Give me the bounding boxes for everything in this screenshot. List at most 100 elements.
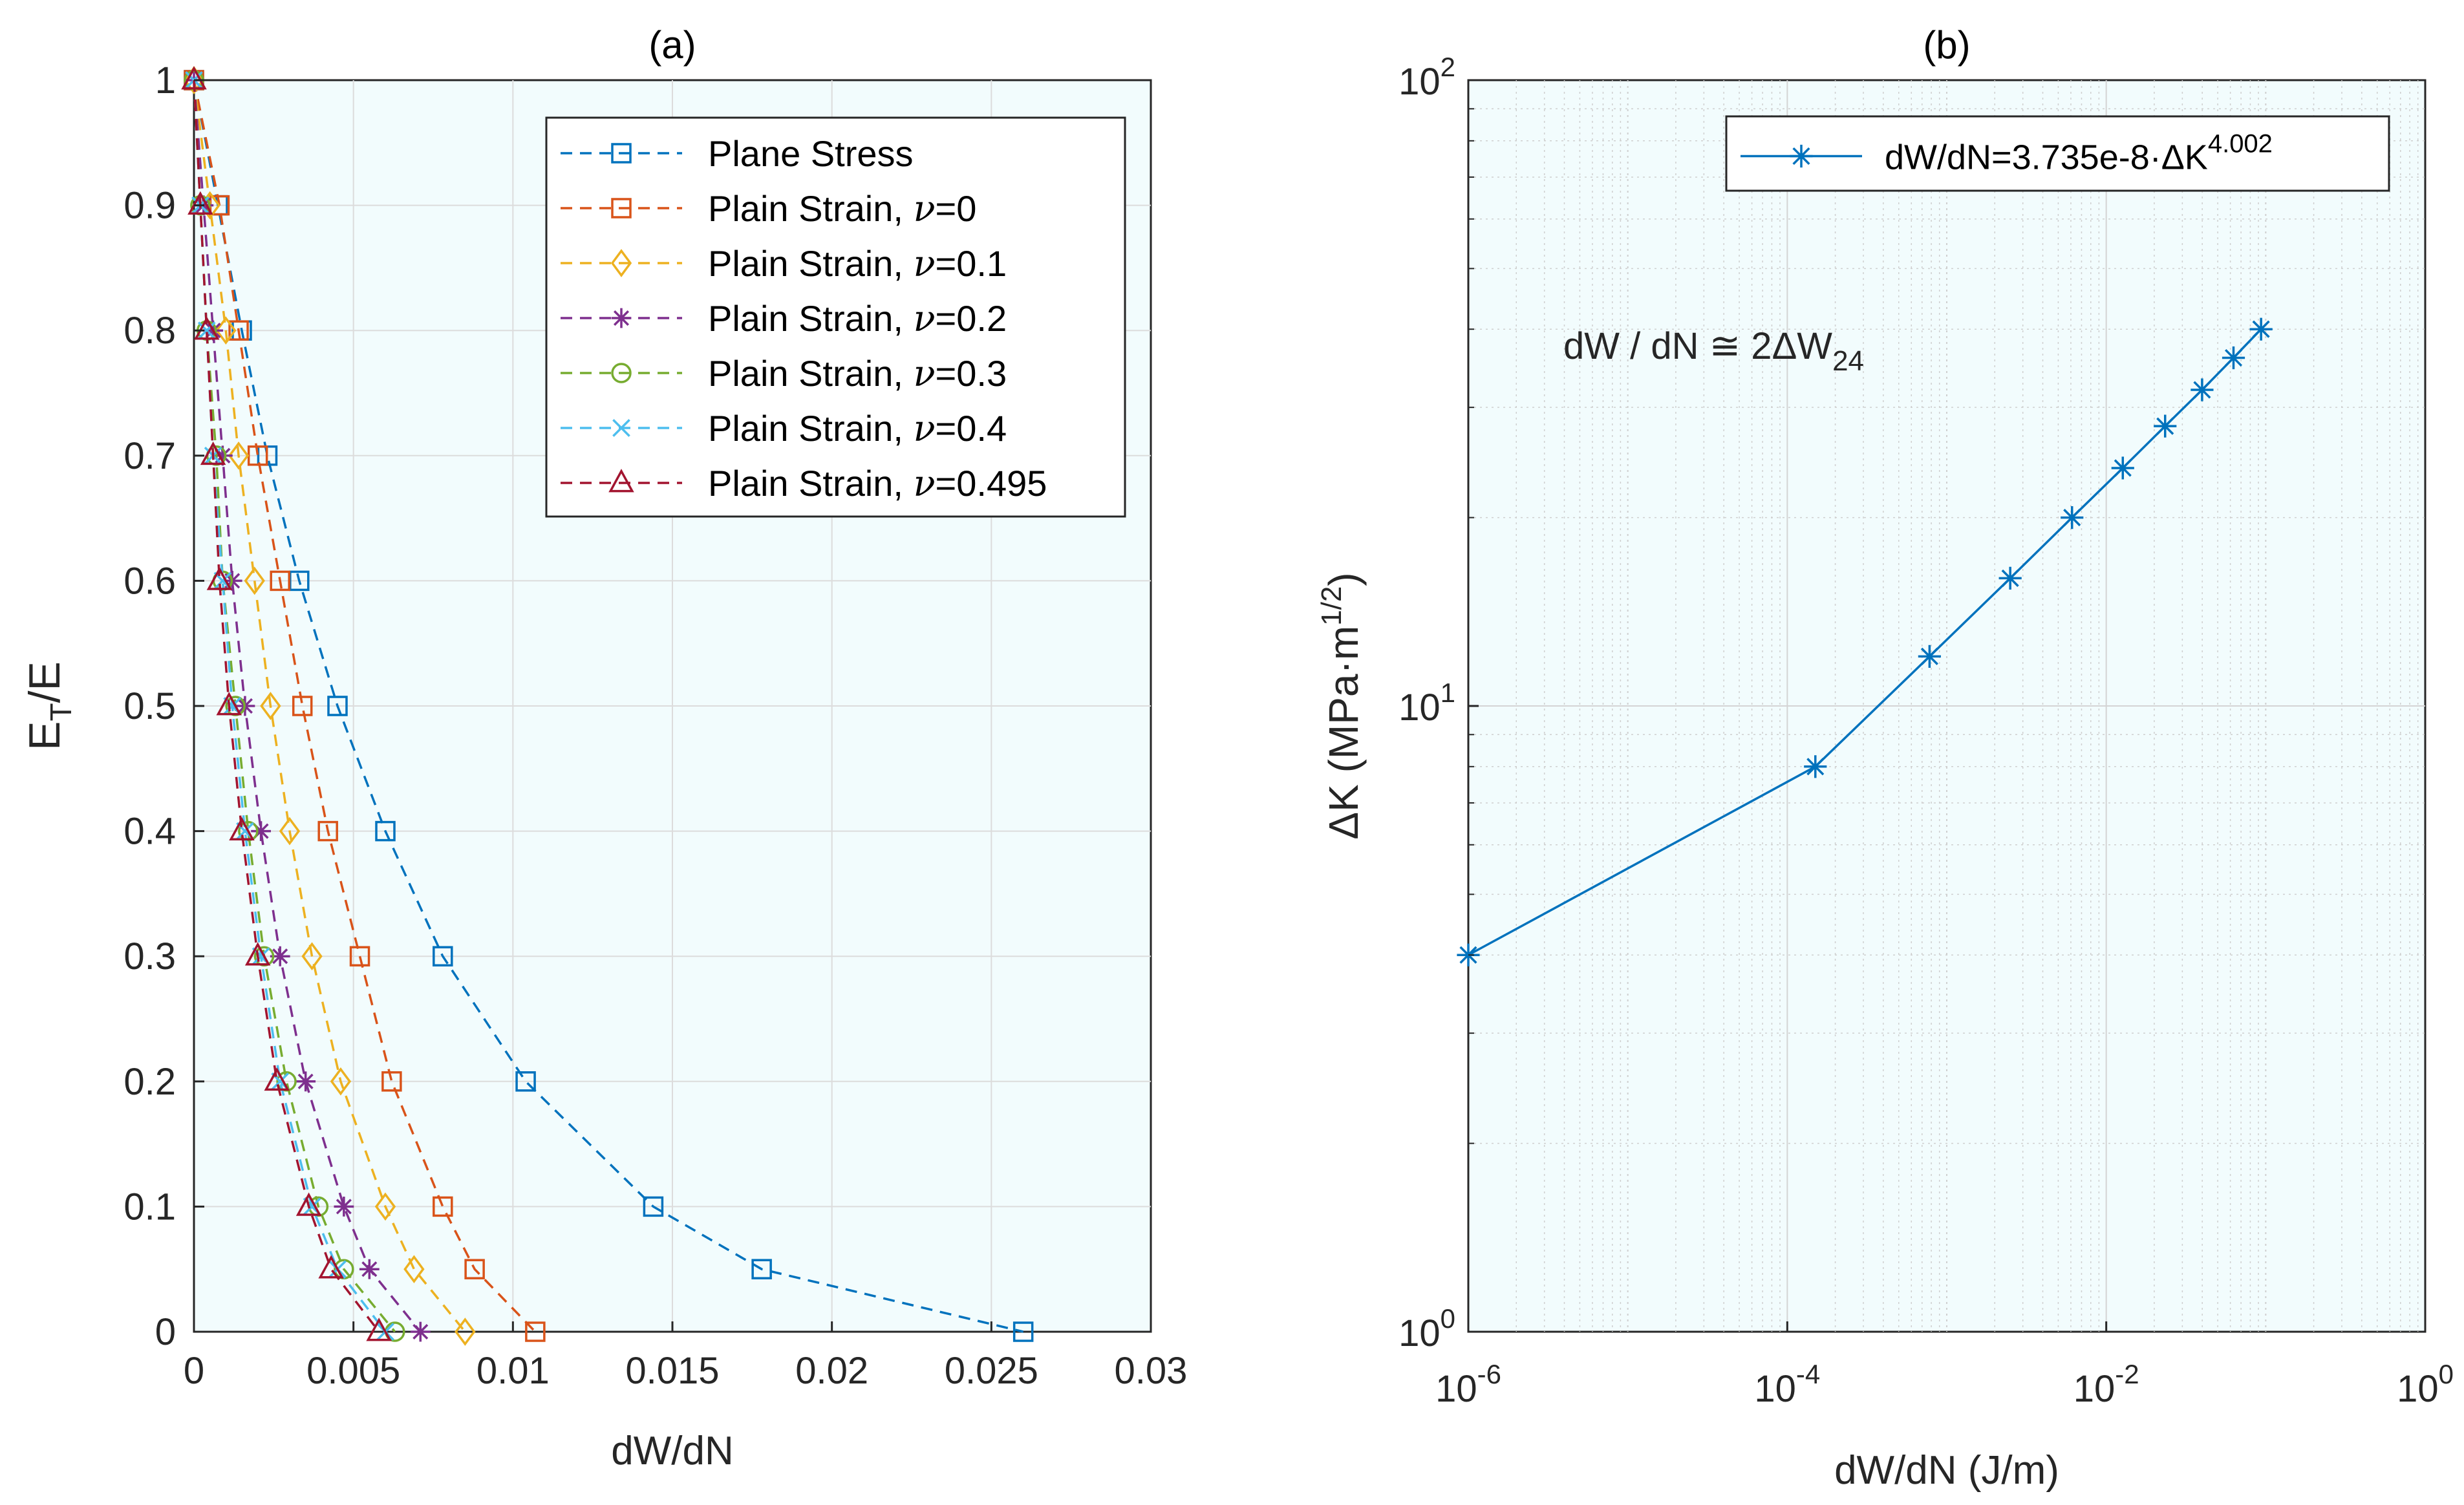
data-point [301, 942, 323, 971]
legend-label: Plain Strain, ν=0.4 [708, 408, 1007, 450]
data-point [643, 1196, 664, 1217]
x-axis-label-b: dW/dN (J/m) [1834, 1448, 2059, 1493]
y-axis-label-b: ΔK (MPa·m1/2) [1316, 572, 1367, 839]
data-point [1918, 645, 1941, 668]
data-point [1012, 1321, 1034, 1342]
data-point [200, 441, 226, 465]
data-point [381, 1071, 402, 1092]
legend-marker [611, 198, 632, 219]
data-point [295, 1192, 322, 1216]
panel-b-title: (b) [1923, 23, 1970, 67]
data-point [455, 1318, 476, 1346]
chart-panel-a: 0 0.005 0.01 0.015 0.02 0.025 0.03 00.10.20.30… [20, 23, 1187, 1473]
x-tick-label: 0.025 [945, 1350, 1038, 1392]
data-point [2222, 346, 2245, 370]
series-b-0 [1457, 317, 2273, 966]
data-point [751, 1259, 772, 1279]
series-line [193, 80, 537, 1333]
data-point [464, 1259, 485, 1279]
legend-label: Plain Strain, ν=0.495 [708, 463, 1047, 505]
data-point [359, 1259, 380, 1279]
legend-label: Plane Stress [708, 133, 914, 174]
legend-marker [1790, 144, 1813, 168]
series-line [1468, 328, 2262, 956]
y-tick-label: 0.7 [123, 435, 176, 477]
series-group-a [181, 66, 1034, 1346]
legend-marker [608, 469, 634, 493]
data-point [410, 1321, 431, 1342]
series-line [193, 80, 380, 1333]
data-point [213, 445, 233, 466]
data-point [264, 1067, 290, 1091]
data-point [270, 570, 290, 592]
legend-marker [610, 249, 632, 277]
x-axis-label-a: dW/dN [611, 1429, 733, 1473]
data-point [515, 1071, 536, 1092]
x-tick-label: 0.02 [795, 1350, 868, 1392]
series-2 [183, 66, 476, 1346]
series-line [193, 80, 1024, 1333]
data-point [251, 821, 271, 841]
data-point [403, 1255, 425, 1284]
legend-marker [611, 308, 632, 328]
data-point [279, 817, 301, 846]
data-point [2111, 456, 2134, 480]
data-point [433, 946, 453, 966]
data-point [375, 820, 396, 842]
data-point [327, 696, 348, 716]
data-point [1804, 755, 1827, 778]
legend-marker [611, 363, 632, 383]
data-point [244, 942, 271, 966]
legend-b: dW/dN=3.735e-8·ΔK4.002 [1725, 115, 2390, 192]
data-point [181, 66, 207, 90]
y-tick-label: 1 [155, 59, 176, 101]
legend-label: Plain Strain, ν=0.3 [708, 353, 1007, 395]
x-tick-label: 0.005 [306, 1350, 400, 1392]
x-ticks-a: 0 0.005 0.01 0.015 0.02 0.025 0.03 [184, 1321, 1187, 1392]
y-tick-label: 100 [1398, 1303, 1455, 1354]
x-ticks-b: 10-6 10-4 10-2 100 [1435, 1321, 2454, 1410]
y-tick-label: 101 [1398, 678, 1455, 729]
grid-a [194, 80, 1151, 1332]
data-point [366, 1318, 392, 1341]
data-point [2191, 378, 2214, 401]
x-tick-label: 10-4 [1754, 1359, 1820, 1410]
data-point [244, 566, 265, 595]
legend-a: Plane Stress Plain Strain, ν=0 Plain Strai… [545, 116, 1126, 518]
data-point [334, 1197, 354, 1217]
y-tick-label: 0.3 [123, 935, 176, 977]
series-line [193, 80, 422, 1333]
data-point [349, 946, 370, 966]
data-point [433, 1196, 453, 1217]
x-tick-label: 0 [184, 1350, 204, 1392]
x-tick-label: 10-2 [2073, 1359, 2139, 1410]
y-ticks-b: 100 101 102 [1398, 52, 1479, 1354]
y-tick-label: 102 [1398, 52, 1455, 103]
y-tick-label: 0 [155, 1311, 176, 1353]
y-tick-label: 0.9 [123, 185, 176, 227]
data-point [374, 1192, 396, 1221]
legend-marker [611, 143, 632, 164]
data-point [295, 1071, 316, 1092]
y-tick-label: 0.8 [123, 310, 176, 352]
y-tick-label: 0.6 [123, 560, 176, 602]
y-tick-label: 0.1 [123, 1186, 176, 1228]
data-point [183, 66, 205, 94]
data-point [270, 946, 290, 966]
x-tick-label: 0.01 [477, 1350, 550, 1392]
data-point [317, 820, 338, 842]
series-line [193, 80, 387, 1333]
data-point [260, 692, 281, 720]
data-point [318, 1255, 344, 1279]
panel-a-title: (a) [648, 23, 696, 67]
series-group-b [1457, 317, 2273, 966]
data-point [229, 817, 255, 840]
data-point [193, 316, 220, 340]
legend-label: Plain Strain, ν=0.2 [708, 298, 1007, 340]
y-ticks-a: 0 0.1 0.2 0.3 0.4 0.5 0.6 0.7 0.8 0.9 1 [123, 59, 204, 1353]
data-point [228, 320, 249, 341]
x-tick-label: 0.015 [625, 1350, 719, 1392]
data-point [330, 1067, 352, 1096]
y-axis-label-a: ET/E [20, 661, 78, 751]
